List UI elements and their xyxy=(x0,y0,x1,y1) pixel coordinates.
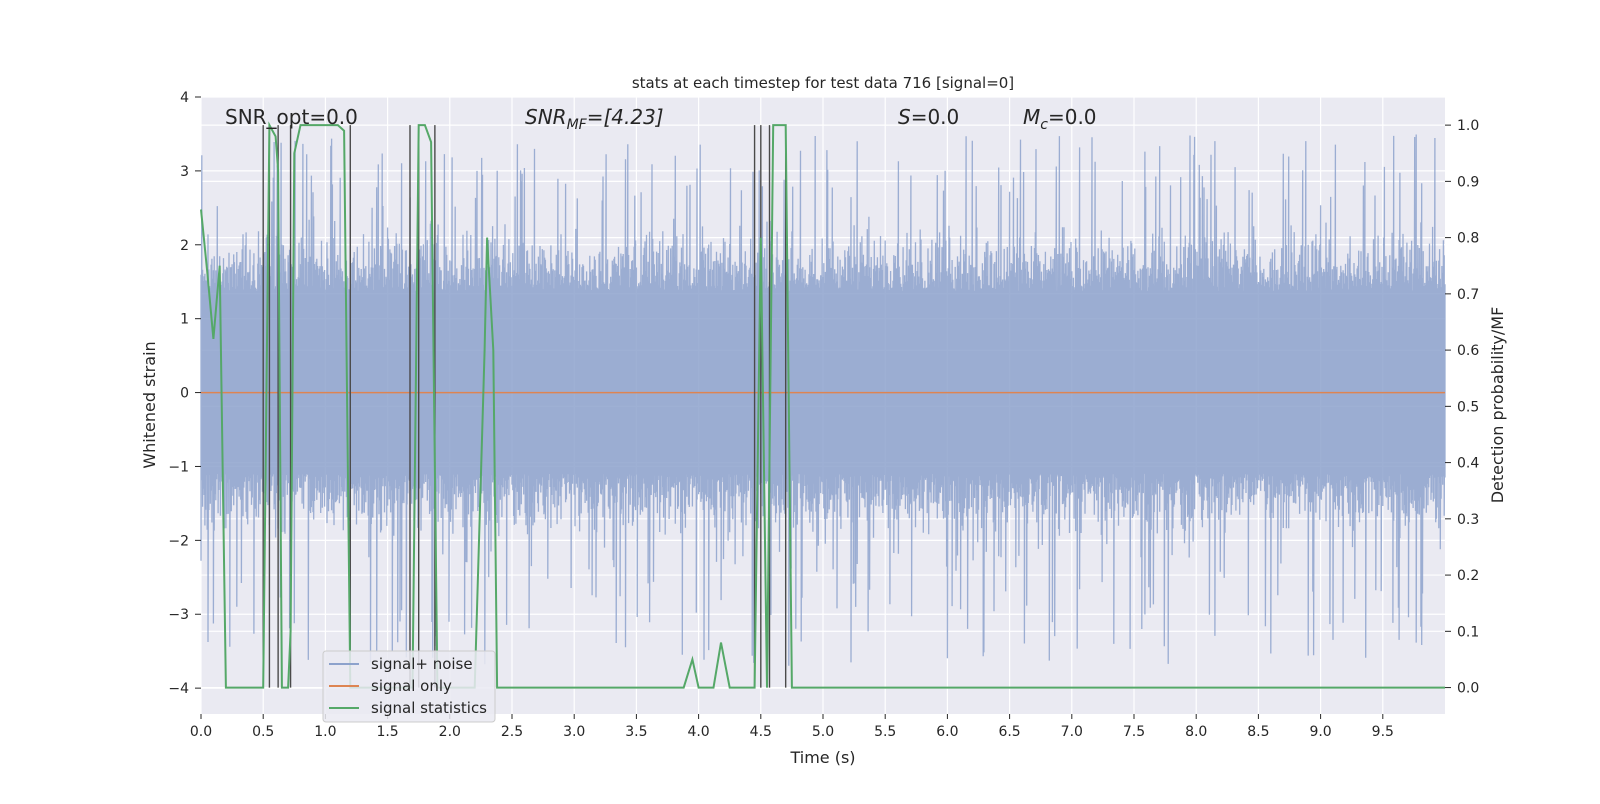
annotation-snr-mf-sub: MF xyxy=(567,117,588,133)
x-tick-label: 3.5 xyxy=(625,724,647,740)
x-tick-label: 9.5 xyxy=(1372,724,1394,740)
y-tick-label-right: 0.1 xyxy=(1457,624,1479,640)
annotation-s-label: S xyxy=(898,105,911,129)
y-tick-label-right: 0.5 xyxy=(1457,399,1479,415)
annotation-snr-mf: SNRMF=[4.23] xyxy=(525,105,664,133)
y-tick-label-right: 0.3 xyxy=(1457,512,1479,528)
y-tick-label-right: 0.2 xyxy=(1457,568,1479,584)
x-tick-label: 0.0 xyxy=(190,724,212,740)
y-tick-label-left: 1 xyxy=(180,312,189,328)
x-tick-label: 6.0 xyxy=(936,724,958,740)
x-tick-label: 1.5 xyxy=(376,724,398,740)
x-tick-label: 2.5 xyxy=(501,724,523,740)
y-tick-label-left: −2 xyxy=(168,533,189,549)
annotation-snr-opt: SNR_opt=0.0 xyxy=(225,105,358,129)
x-tick-label: 7.5 xyxy=(1123,724,1145,740)
x-tick-label: 9.0 xyxy=(1309,724,1331,740)
y-tick-label-right: 0.6 xyxy=(1457,343,1479,359)
x-tick-label: 2.0 xyxy=(439,724,461,740)
x-tick-label: 7.0 xyxy=(1061,724,1083,740)
x-tick-label: 8.5 xyxy=(1247,724,1269,740)
signal-noise-trace xyxy=(200,134,1446,666)
y-axis-label-right: Detection probability/MF xyxy=(1488,307,1507,504)
legend-label-signal-only: signal only xyxy=(371,677,452,695)
y-tick-label-right: 0.4 xyxy=(1457,456,1479,472)
signal-statistics-series xyxy=(200,121,1445,689)
annotation-s: S=0.0 xyxy=(898,105,959,129)
legend: signal+ noise signal only signal statist… xyxy=(322,650,496,723)
y-tick-label-left: −3 xyxy=(168,607,189,623)
y-tick-label-right: 0.8 xyxy=(1457,231,1479,247)
y-tick-label-right: 0.0 xyxy=(1457,681,1479,697)
y-tick-label-right: 0.7 xyxy=(1457,287,1479,303)
x-tick-label: 8.0 xyxy=(1185,724,1207,740)
y-tick-label-left: 3 xyxy=(180,164,189,180)
chart-title: stats at each timestep for test data 716… xyxy=(632,74,1014,92)
annotation-snr-mf-value: =[4.23] xyxy=(587,105,664,129)
x-tick-label: 3.0 xyxy=(563,724,585,740)
y-tick-label-right: 1.0 xyxy=(1457,118,1479,134)
annotation-snr-mf-label: SNR xyxy=(525,105,567,129)
y-tick-label-left: −4 xyxy=(168,681,189,697)
x-tick-label: 4.0 xyxy=(687,724,709,740)
annotations: SNR_opt=0.0 SNRMF=[4.23] S=0.0 Mc=0.0 xyxy=(225,105,1097,133)
annotation-mc-sub: c xyxy=(1040,117,1048,133)
x-tick-label: 5.0 xyxy=(812,724,834,740)
axes: 0.0 0.5 1.0 1.5 2.0 2.5 3.0 3.5 4.0 4.5 5.0 5.5 6.0 6… xyxy=(168,90,1479,740)
legend-label-signal-noise: signal+ noise xyxy=(371,655,473,673)
legend-label-signal-statistics: signal statistics xyxy=(371,699,487,717)
y-axis-label-left: Whitened strain xyxy=(140,341,159,468)
y-tick-label-left: 0 xyxy=(180,386,189,402)
annotation-mc-value: =0.0 xyxy=(1048,105,1097,129)
legend-box xyxy=(322,650,496,723)
annotation-mc: Mc=0.0 xyxy=(1023,105,1097,133)
y-tick-label-left: 4 xyxy=(180,90,189,106)
x-tick-label: 0.5 xyxy=(252,724,274,740)
signal-statistics-line xyxy=(200,121,1445,689)
x-tick-label: 6.5 xyxy=(998,724,1020,740)
x-tick-label: 4.5 xyxy=(750,724,772,740)
y-tick-label-left: 2 xyxy=(180,238,189,254)
y-tick-label-right: 0.9 xyxy=(1457,174,1479,190)
x-tick-label: 5.5 xyxy=(874,724,896,740)
annotation-s-value: =0.0 xyxy=(911,105,960,129)
annotation-mc-label: M xyxy=(1023,105,1040,129)
x-axis-label: Time (s) xyxy=(789,748,855,767)
x-tick-label: 1.0 xyxy=(314,724,336,740)
y-tick-label-left: −1 xyxy=(168,459,189,475)
signal-noise-series xyxy=(200,134,1446,666)
